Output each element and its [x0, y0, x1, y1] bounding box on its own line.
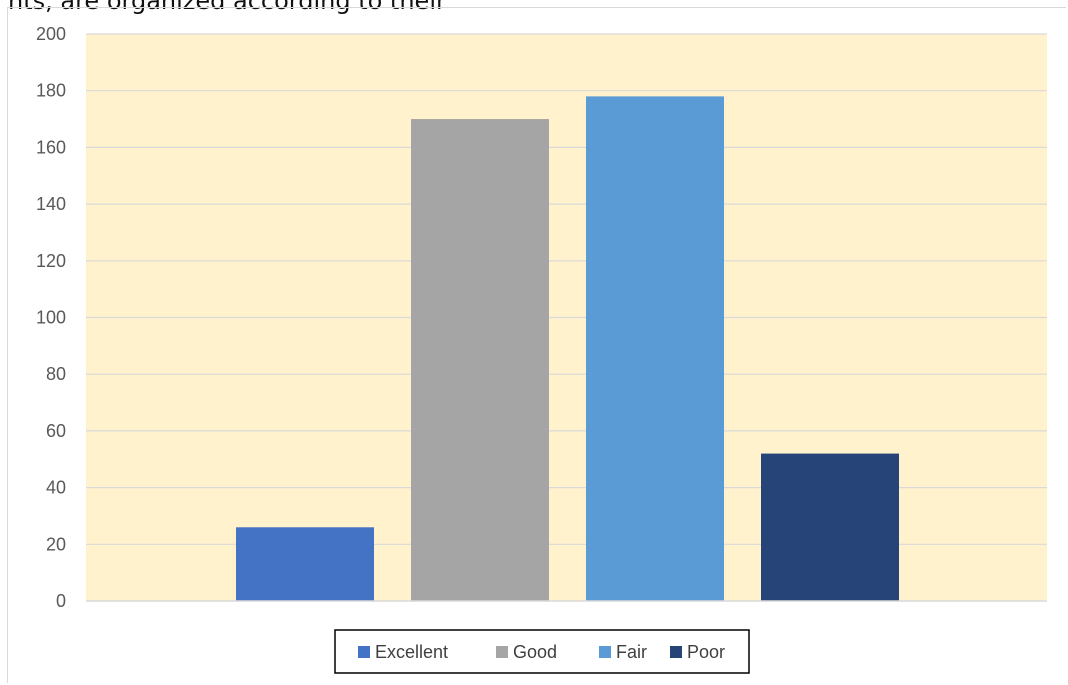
bar-good — [411, 119, 549, 602]
y-tick-label: 60 — [46, 421, 66, 441]
y-tick-label: 160 — [36, 137, 66, 157]
legend-entry-good: Good — [513, 642, 557, 662]
y-tick-label: 20 — [46, 534, 66, 554]
y-axis-ticks: 0 20 40 60 80 100 120 140 160 180 200 — [36, 24, 66, 611]
chart-frame — [7, 7, 1066, 683]
y-tick-label: 100 — [36, 308, 66, 328]
y-tick-label: 200 — [36, 24, 66, 44]
legend-swatch — [670, 646, 682, 658]
bar-fair — [586, 96, 724, 602]
bar-excellent — [236, 527, 374, 601]
legend-entry-excellent: Excellent — [375, 642, 448, 662]
legend-entry-fair: Fair — [616, 642, 647, 662]
y-tick-label: 0 — [56, 591, 66, 611]
legend-swatch — [496, 646, 508, 658]
legend-entry-poor: Poor — [687, 642, 725, 662]
legend-swatch — [358, 646, 370, 658]
y-tick-label: 40 — [46, 478, 66, 498]
y-tick-label: 120 — [36, 251, 66, 271]
bars — [236, 96, 899, 602]
y-tick-label: 80 — [46, 364, 66, 384]
legend-swatch — [599, 646, 611, 658]
bar-poor — [761, 453, 899, 601]
y-tick-label: 140 — [36, 194, 66, 214]
y-tick-label: 180 — [36, 81, 66, 101]
legend: Excellent Good Fair Poor — [334, 629, 750, 674]
